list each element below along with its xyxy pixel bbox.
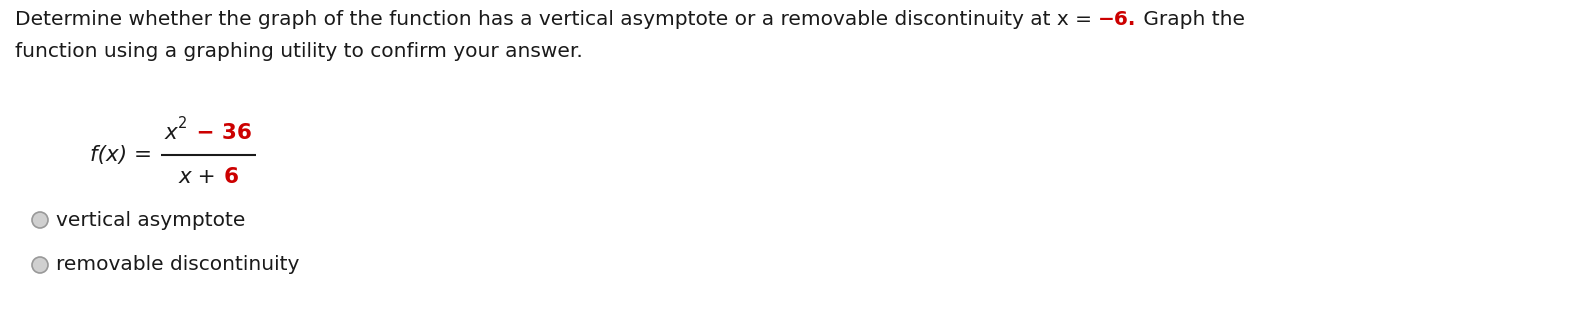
Text: removable discontinuity: removable discontinuity bbox=[57, 256, 299, 275]
Text: − 36: − 36 bbox=[189, 123, 252, 143]
Text: function using a graphing utility to confirm your answer.: function using a graphing utility to con… bbox=[16, 42, 583, 61]
Text: Determine whether the graph of the function has a vertical asymptote or a remova: Determine whether the graph of the funct… bbox=[16, 10, 1098, 29]
Text: 2: 2 bbox=[178, 117, 187, 131]
Text: x: x bbox=[165, 123, 178, 143]
Text: f(x) =: f(x) = bbox=[90, 145, 153, 165]
Text: 6: 6 bbox=[224, 167, 238, 187]
Circle shape bbox=[32, 212, 47, 228]
Text: −6.: −6. bbox=[1098, 10, 1137, 29]
Text: Graph the: Graph the bbox=[1137, 10, 1244, 29]
Text: x +: x + bbox=[178, 167, 224, 187]
Circle shape bbox=[32, 257, 47, 273]
Text: vertical asymptote: vertical asymptote bbox=[57, 210, 246, 229]
